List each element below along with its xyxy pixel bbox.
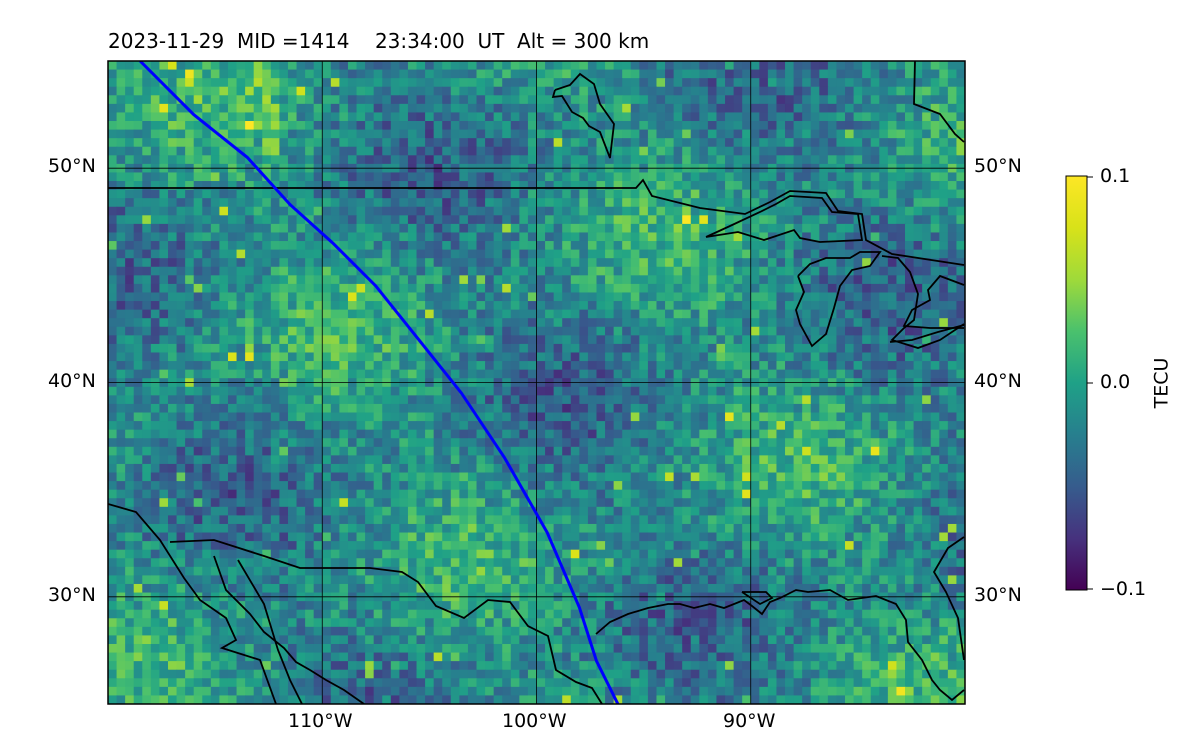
lon-label-90w: 90°W	[723, 710, 776, 732]
us-mexico-border	[169, 539, 603, 704]
lat-label-right-30: 30°N	[974, 584, 1022, 606]
coastline-hudson	[913, 61, 965, 143]
lon-label-100w: 100°W	[502, 710, 567, 732]
coastline-east	[932, 536, 965, 661]
lon-label-110w: 110°W	[288, 710, 353, 732]
map-title: 2023-11-29 MID =1414 23:34:00 UT Alt = 3…	[108, 29, 650, 53]
satellite-track	[139, 61, 620, 704]
lake-michigan	[795, 251, 882, 348]
us-canada-border	[108, 178, 965, 266]
lake-erie	[902, 274, 965, 329]
coastline-north-island	[551, 72, 615, 159]
lake-superior	[705, 195, 864, 243]
colorbar	[1065, 175, 1088, 591]
lake-huron	[881, 255, 965, 349]
lat-label-right-50: 50°N	[974, 155, 1022, 177]
colorbar-tick-label-zero: 0.0	[1100, 371, 1131, 393]
mexico-west-coast	[213, 555, 365, 704]
lat-label-right-40: 40°N	[974, 370, 1022, 392]
colorbar-tick-label-min: −0.1	[1100, 578, 1147, 600]
lake-ontario	[889, 324, 965, 343]
lat-label-left-40: 40°N	[48, 370, 96, 392]
baja-coast	[108, 503, 277, 704]
mexico-interior-coast	[237, 559, 303, 704]
colorbar-tick-label-max: 0.1	[1100, 165, 1131, 187]
map-frame	[107, 60, 966, 705]
gulf-coast-florida	[741, 591, 774, 606]
colorbar-label: TECU	[1150, 357, 1173, 409]
gulf-coast	[595, 589, 965, 702]
lat-label-left-30: 30°N	[48, 584, 96, 606]
lat-label-left-50: 50°N	[48, 155, 96, 177]
